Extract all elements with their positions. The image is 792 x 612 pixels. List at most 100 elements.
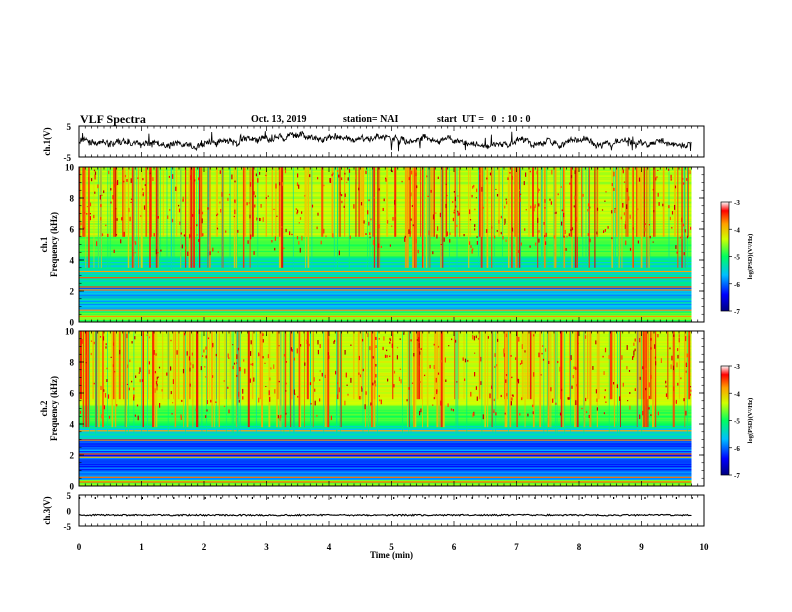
spectrogram-speck: [676, 251, 678, 254]
spectrogram-speck: [494, 235, 496, 239]
spectrogram-speck: [487, 336, 489, 339]
spectrogram-burst: [298, 331, 300, 428]
spectrogram-speck: [604, 396, 606, 399]
spectrogram-burst: [173, 331, 175, 400]
spectrogram-band: [79, 362, 692, 364]
spectrogram-dip: [97, 167, 99, 270]
spectrogram-speck: [456, 224, 458, 227]
spectrogram-burst: [307, 167, 310, 268]
spectrogram-speck: [382, 207, 384, 211]
spectrogram-burst: [162, 167, 164, 237]
spectrogram-dip: [257, 167, 259, 270]
spectrogram-burst: [408, 331, 410, 428]
spectrogram-speck: [146, 334, 148, 336]
spectrogram-band: [79, 349, 692, 351]
spectrogram-speck: [511, 376, 513, 379]
spectrogram-speck: [236, 362, 238, 364]
spectrogram-band: [79, 382, 692, 384]
spectrogram-speck: [517, 378, 519, 382]
spectrogram-speck: [259, 218, 261, 221]
spectrogram-speck: [537, 188, 539, 193]
spectrogram-burst: [426, 331, 429, 428]
spectrogram-band: [79, 205, 692, 208]
spectrogram-burst: [496, 331, 499, 400]
spectrogram-burst: [418, 331, 421, 400]
spectrogram-speck: [170, 339, 172, 342]
spectrogram-line: [79, 481, 692, 483]
spectrogram-ytick-label: 6: [70, 389, 75, 399]
spectrogram-speck: [404, 235, 406, 238]
spectrogram-speck: [344, 400, 346, 406]
spectrogram-speck: [410, 192, 412, 197]
spectrogram-speck: [79, 410, 82, 414]
spectrogram-dip: [231, 331, 233, 434]
spectrogram-burst: [440, 331, 443, 428]
spectrogram-band: [79, 251, 692, 253]
spectrogram-speck: [655, 361, 657, 366]
spectrogram-speck: [533, 206, 535, 212]
spectrogram-speck: [212, 342, 214, 348]
spectrogram-speck: [370, 402, 372, 406]
spectrogram-burst: [407, 331, 408, 428]
spectrogram-speck: [505, 333, 507, 338]
spectrogram-speck: [285, 382, 287, 385]
spectrogram-burst: [247, 331, 250, 428]
spectrogram-band: [79, 191, 692, 193]
spectrogram-speck: [254, 204, 256, 208]
spectrogram-ylabel-channel: ch.1: [39, 236, 49, 252]
ch3-voltage-trace: [78, 513, 692, 517]
spectrogram-speck: [130, 198, 133, 200]
spectrogram-speck: [134, 336, 136, 340]
spectrogram-burst: [193, 167, 195, 268]
spectrogram-speck: [690, 226, 692, 230]
spectrogram-band: [79, 283, 692, 285]
spectrogram-burst: [491, 167, 493, 268]
spectrogram-speck: [594, 204, 596, 208]
spectrogram-band: [79, 209, 692, 211]
spectrogram-speck: [688, 332, 690, 336]
spectrogram-band: [79, 394, 692, 396]
spectrogram-burst: [324, 331, 327, 428]
spectrogram-band: [79, 317, 692, 319]
spectrogram-dip: [543, 331, 545, 434]
spectrogram-speck: [97, 184, 99, 189]
spectrogram-band: [79, 202, 692, 204]
spectrogram-speck: [495, 188, 497, 190]
spectrogram-speck: [260, 204, 262, 208]
spectrogram-speck: [435, 377, 437, 383]
spectrogram-speck: [634, 348, 636, 352]
spectrogram-band: [79, 278, 692, 280]
spectrogram-speck: [544, 235, 546, 238]
spectrogram-burst: [183, 331, 184, 428]
spectrogram-burst: [95, 331, 98, 428]
spectrogram-speck: [649, 235, 651, 239]
spectrogram-speck: [103, 190, 105, 194]
spectrogram-speck: [639, 376, 641, 380]
spectrogram-speck: [614, 208, 616, 210]
spectrogram-speck: [550, 201, 552, 205]
spectrogram-speck: [234, 180, 236, 183]
spectrogram-burst: [188, 167, 191, 268]
spectrogram-band: [79, 468, 692, 470]
spectrogram-speck: [574, 195, 576, 200]
spectrogram-burst: [336, 331, 339, 400]
spectrogram-speck: [633, 355, 635, 358]
spectrogram-speck: [670, 174, 672, 179]
spectrogram-burst: [98, 331, 100, 428]
spectrogram-speck: [427, 195, 429, 197]
spectrogram-speck: [88, 177, 90, 180]
spectrogram-burst: [406, 167, 409, 268]
spectrogram-speck: [685, 410, 687, 416]
spectrogram-band: [79, 306, 692, 308]
spectrogram-burst: [434, 331, 437, 400]
spectrogram-speck: [278, 380, 280, 383]
colorbar-tick-label: -3: [734, 199, 740, 207]
spectrogram-band: [79, 386, 692, 388]
xtick-label: 10: [700, 542, 710, 552]
spectrogram-dip: [236, 331, 238, 434]
spectrogram-speck: [93, 169, 96, 172]
spectrogram-band: [79, 170, 692, 172]
spectrogram-burst: [516, 167, 518, 268]
spectrogram-burst: [518, 167, 521, 268]
spectrogram-speck: [504, 412, 506, 415]
